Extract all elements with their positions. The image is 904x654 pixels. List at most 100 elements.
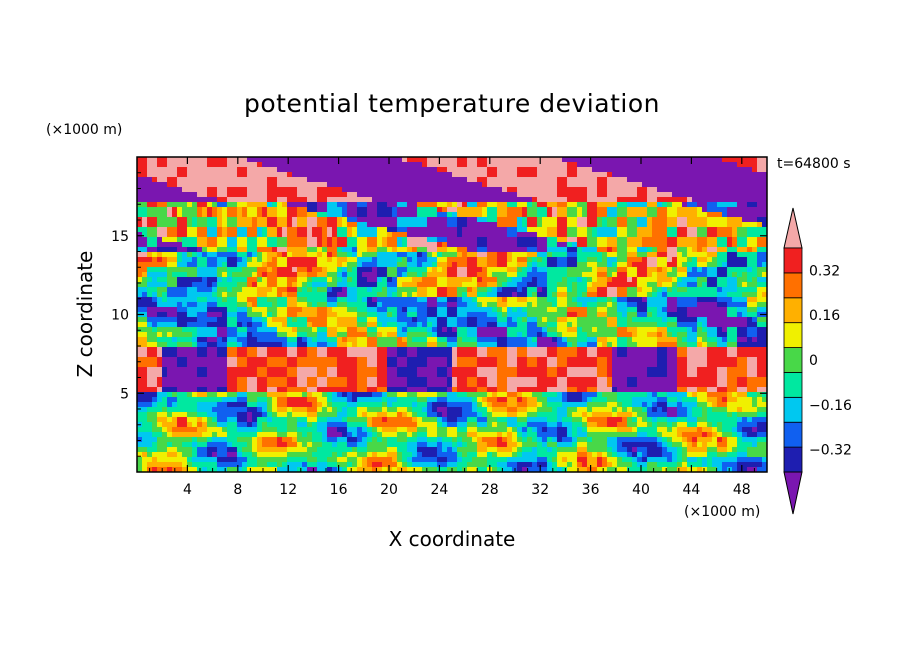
heatmap-cell [142, 402, 148, 408]
heatmap-cell [462, 437, 468, 443]
heatmap-cell [412, 212, 418, 218]
heatmap-cell [372, 312, 378, 318]
heatmap-cell [332, 337, 338, 343]
heatmap-cell [342, 392, 348, 398]
heatmap-cell [187, 302, 193, 308]
heatmap-cell [192, 337, 198, 343]
heatmap-cell [507, 272, 513, 278]
heatmap-cell [397, 357, 403, 363]
heatmap-cell [492, 327, 498, 333]
heatmap-cell [222, 297, 228, 303]
heatmap-cell [492, 432, 498, 438]
heatmap-cell [437, 257, 443, 263]
heatmap-cell [387, 297, 393, 303]
heatmap-cell [432, 192, 438, 198]
heatmap-cell [252, 452, 258, 458]
heatmap-cell [387, 162, 393, 168]
heatmap-cell [462, 422, 468, 428]
heatmap-cell [212, 282, 218, 288]
heatmap-cell [497, 262, 503, 268]
heatmap-cell [402, 327, 408, 333]
heatmap-cell [367, 242, 373, 248]
heatmap-cell [432, 447, 438, 453]
heatmap-cell [252, 347, 258, 353]
heatmap-cell [142, 422, 148, 428]
heatmap-cell [362, 352, 368, 358]
heatmap-cell [392, 417, 398, 423]
heatmap-cell [267, 467, 273, 472]
heatmap-cell [172, 462, 178, 468]
heatmap-cell [152, 352, 158, 358]
heatmap-cell [492, 447, 498, 453]
heatmap-cell [522, 177, 528, 183]
heatmap-cell [262, 317, 268, 323]
heatmap-cell [162, 462, 168, 468]
heatmap-cell [322, 432, 328, 438]
heatmap-cell [517, 452, 523, 458]
heatmap-cell [207, 192, 213, 198]
heatmap-cell [317, 292, 323, 298]
heatmap-cell [467, 247, 473, 253]
heatmap-cell [472, 412, 478, 418]
heatmap-cell [237, 467, 243, 472]
heatmap-cell [482, 302, 488, 308]
heatmap-cell [327, 427, 333, 433]
heatmap-cell [447, 467, 453, 472]
heatmap-cell [472, 297, 478, 303]
heatmap-cell [207, 292, 213, 298]
heatmap-cell [517, 252, 523, 258]
heatmap-cell [152, 307, 158, 313]
heatmap-cell [412, 337, 418, 343]
heatmap-cell [162, 422, 168, 428]
heatmap-cell [187, 252, 193, 258]
heatmap-cell [137, 242, 143, 248]
heatmap-cell [417, 277, 423, 283]
heatmap-cell [347, 232, 353, 238]
heatmap-cell [372, 257, 378, 263]
heatmap-cell [482, 417, 488, 423]
heatmap-cell [227, 317, 233, 323]
heatmap-cell [342, 427, 348, 433]
heatmap-cell [502, 212, 508, 218]
heatmap-cell [377, 422, 383, 428]
heatmap-cell [262, 452, 268, 458]
heatmap-cell [352, 222, 358, 228]
heatmap-cell [352, 182, 358, 188]
heatmap-cell [187, 322, 193, 328]
heatmap-cell [252, 392, 258, 398]
heatmap-cell [462, 212, 468, 218]
heatmap-cell [392, 307, 398, 313]
heatmap-cell [212, 457, 218, 463]
heatmap-cell [472, 242, 478, 248]
heatmap-cell [297, 302, 303, 308]
heatmap-cell [522, 442, 528, 448]
heatmap-cell [192, 382, 198, 388]
heatmap-cell [257, 427, 263, 433]
heatmap-cell [387, 317, 393, 323]
heatmap-cell [147, 442, 153, 448]
heatmap-cell [312, 457, 318, 463]
heatmap-cell [312, 362, 318, 368]
heatmap-cell [187, 317, 193, 323]
heatmap-cell [492, 162, 498, 168]
heatmap-cell [422, 337, 428, 343]
heatmap-cell [277, 402, 283, 408]
heatmap-cell [502, 377, 508, 383]
heatmap-cell [512, 212, 518, 218]
heatmap-cell [432, 257, 438, 263]
heatmap-cell [142, 277, 148, 283]
heatmap-cell [327, 397, 333, 403]
heatmap-cell [182, 197, 188, 203]
heatmap-cell [257, 412, 263, 418]
heatmap-cell [142, 457, 148, 463]
heatmap-cell [162, 197, 168, 203]
heatmap-cell [222, 277, 228, 283]
heatmap-cell [272, 167, 278, 173]
heatmap-cell [152, 337, 158, 343]
heatmap-cell [297, 257, 303, 263]
heatmap-cell [197, 237, 203, 243]
heatmap-cell [167, 302, 173, 308]
heatmap-cell [302, 192, 308, 198]
heatmap-cell [157, 392, 163, 398]
heatmap-cell [517, 217, 523, 223]
